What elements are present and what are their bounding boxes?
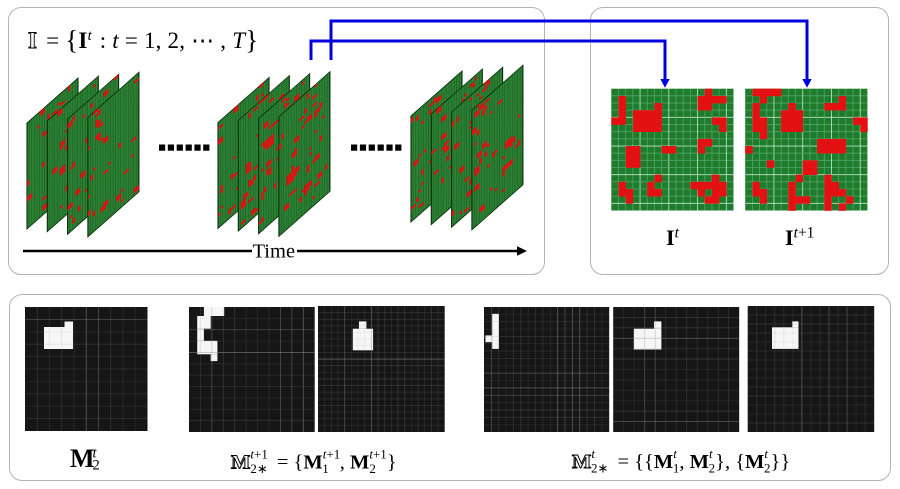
svg-text:Mt+12∗ = {Mt+11, Mt+12}: Mt+1 2∗ = {Mt+1 1, Mt+1 2} [231,447,397,477]
svg-text:Mt2∗ = {{Mt1, Mt2}, {Mt2}}: Mt 2∗ = {{Mt 1, Mt 2}, {Mt 2}} [572,446,790,476]
svg-text:I = {It : t = 1, 2, ⋯ , T}: I = {It : t = 1, 2, ⋯ , T} [28,25,258,55]
svg-text:M: M [70,444,95,473]
svg-text:Time: Time [253,241,296,263]
svg-text:It: It [666,225,680,251]
svg-text:2: 2 [93,458,100,474]
svg-text:It+1: It+1 [785,225,814,251]
svg-text:t: t [93,446,98,462]
